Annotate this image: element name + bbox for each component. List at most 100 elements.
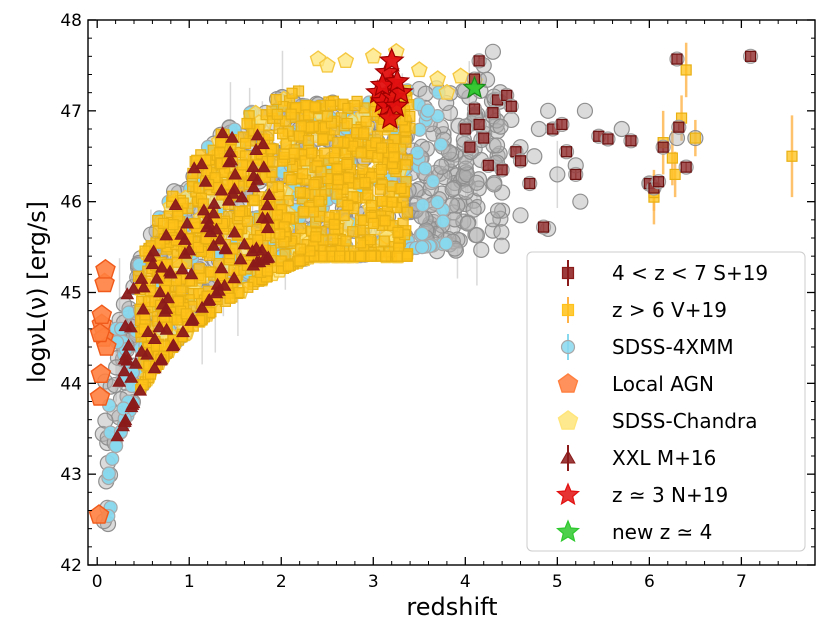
xxl-triangle (155, 260, 169, 273)
legend-label-new-z4: new z ≃ 4 (612, 520, 712, 544)
gold-point (271, 209, 283, 221)
gold-point (340, 235, 352, 247)
gold-point (282, 260, 294, 272)
gold-point (304, 245, 316, 257)
chandra-point (364, 47, 382, 64)
xxl-triangle (112, 374, 127, 387)
legend-marker-new-z4 (555, 519, 581, 543)
gold-point (327, 233, 339, 245)
xxl-triangle (136, 280, 151, 293)
gold-point (309, 101, 321, 113)
s19-point (459, 123, 471, 135)
gold-point (175, 285, 187, 297)
gold-point (215, 136, 227, 148)
gold-point (154, 237, 166, 249)
gold-point (376, 142, 388, 154)
gold-point (349, 99, 361, 112)
xxl-triangle (227, 225, 242, 238)
gray-point (530, 120, 548, 138)
xxl-triangle (136, 302, 151, 315)
gold-point (666, 152, 678, 164)
gold-point (297, 168, 309, 180)
gray-point (485, 176, 503, 193)
legend-label-local-agn: Local AGN (612, 372, 714, 396)
s19-point (560, 146, 573, 158)
xxl-triangle (225, 130, 240, 143)
legend-label-n19: z ≃ 3 N+19 (612, 483, 728, 507)
chandra-point (438, 83, 456, 100)
xxl-triangle (147, 361, 162, 374)
gold-point (379, 215, 391, 227)
gray-point (526, 148, 543, 165)
gold-point (334, 250, 346, 262)
x-tick-label: 0 (92, 572, 103, 592)
xxl-triangle (227, 271, 242, 284)
xxl-triangle (260, 198, 275, 211)
gold-point (332, 174, 344, 186)
gold-point (288, 147, 300, 159)
gold-point (285, 174, 297, 186)
chandra-point (429, 70, 447, 87)
gold-point (360, 115, 372, 127)
gray-point (488, 137, 506, 154)
gold-point (167, 190, 179, 202)
gold-point (303, 109, 315, 121)
gray-point (493, 224, 510, 241)
cyan-point (415, 198, 430, 213)
xxl-triangle (207, 196, 222, 209)
gold-point (171, 314, 183, 326)
gray-point (457, 184, 475, 201)
gray-point (465, 201, 482, 218)
gray-point (549, 166, 566, 183)
n19-star (378, 47, 405, 72)
gold-point (294, 255, 306, 267)
gold-point (332, 136, 344, 148)
xxl-triangle (153, 353, 168, 366)
legend-label-s19: 4 < z < 7 S+19 (612, 261, 768, 285)
gold-point (295, 243, 307, 255)
s19-point (680, 161, 692, 173)
gray-point (512, 207, 529, 224)
xxl-triangle (249, 241, 264, 254)
xxl-triangle (119, 347, 134, 360)
gold-point (342, 199, 354, 211)
xxl-triangle (184, 313, 199, 326)
gray-point (484, 211, 501, 228)
gold-point (302, 134, 315, 147)
s19-point (602, 133, 614, 145)
xxl-triangle (126, 396, 141, 409)
xxl-triangle (124, 370, 139, 383)
local-agn-point (95, 258, 116, 279)
gold-point (391, 250, 403, 262)
gold-point (321, 110, 333, 122)
xxl-triangle (209, 286, 224, 299)
gold-point (359, 176, 371, 189)
legend-label-v19: z > 6 V+19 (612, 298, 727, 322)
xxl-triangle (213, 232, 228, 245)
gold-point (234, 205, 246, 218)
xxl-triangle (194, 157, 209, 170)
xxl-triangle (134, 271, 149, 284)
s19-point (482, 159, 494, 171)
gold-point (331, 163, 343, 175)
xxl-triangle (223, 145, 238, 158)
legend-marker-n19 (555, 482, 581, 506)
legend-label-sdss-4xmm: SDSS-4XMM (612, 335, 734, 359)
xxl-triangle (246, 159, 260, 172)
gray-point (468, 174, 485, 191)
data-points (88, 42, 798, 533)
xxl-triangle (261, 250, 276, 263)
xxl-triangle (214, 183, 229, 196)
xxl-triangle (117, 364, 132, 377)
xxl-triangle (237, 237, 252, 250)
xxl-triangle (126, 281, 141, 294)
xxl-triangle (218, 241, 233, 254)
gray-point (433, 158, 450, 175)
gold-point (366, 199, 378, 212)
gold-point (331, 188, 343, 200)
gold-point (305, 147, 318, 159)
gold-point (278, 148, 290, 160)
y-tick-label: 43 (60, 465, 82, 485)
gray-point (444, 181, 461, 198)
